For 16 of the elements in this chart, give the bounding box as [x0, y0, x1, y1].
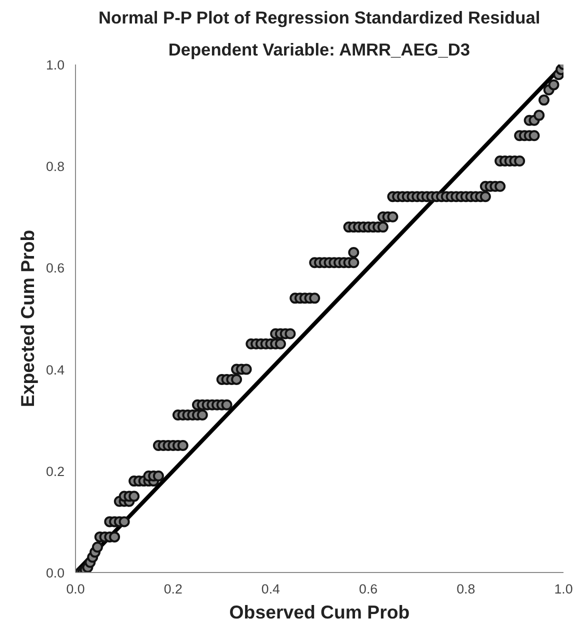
y-tick-label: 0.8 — [46, 159, 65, 174]
x-tick-label: 0.4 — [261, 582, 281, 596]
x-tick-label: 0.2 — [164, 582, 182, 596]
y-tick-label: 0.6 — [46, 260, 65, 276]
x-tick-label: 0.0 — [66, 582, 85, 596]
x-axis-title: Observed Cum Prob — [229, 602, 410, 622]
y-tick-label: 1.0 — [46, 58, 65, 72]
chart-title: Normal P-P Plot of Regression Standardized Residual — [98, 8, 540, 28]
y-tick-label: 0.2 — [46, 464, 65, 479]
y-axis-title: Expected Cum Prob — [16, 230, 38, 408]
y-tick-label: 0.4 — [46, 362, 66, 378]
x-tick-label: 0.6 — [359, 582, 378, 596]
x-tick-label: 1.0 — [554, 582, 573, 596]
x-tick-label: 0.8 — [456, 582, 476, 596]
chart-subtitle: Dependent Variable: AMRR_AEG_D3 — [168, 40, 470, 60]
y-tick-label: 0.0 — [46, 566, 65, 580]
